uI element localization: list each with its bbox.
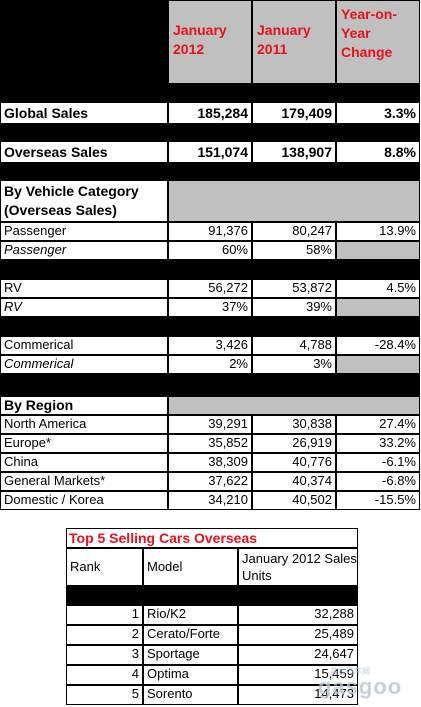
commercial-share-2012: 2% [168, 355, 252, 374]
global-sales-2012: 185,284 [168, 102, 252, 124]
passenger-2011: 80,247 [252, 222, 336, 241]
separator-bar [0, 124, 420, 141]
commercial-share-blank [336, 355, 420, 374]
top5-model-1: Rio/K2 [143, 605, 238, 625]
header-blank-cell [0, 0, 168, 84]
region-china-2012: 38,309 [168, 453, 252, 472]
top5-units-4: 15,459 [238, 665, 358, 685]
region-china-change: -6.1% [336, 453, 420, 472]
region-north-america-change: 27.4% [336, 415, 420, 434]
separator-bar [0, 260, 420, 279]
overseas-sales-label: Overseas Sales [0, 141, 168, 163]
top5-model-3: Sportage [143, 645, 238, 665]
passenger-share-2011: 58% [252, 241, 336, 260]
passenger-change: 13.9% [336, 222, 420, 241]
top5-rank-4: 4 [66, 665, 143, 685]
commercial-share-2011: 3% [252, 355, 336, 374]
top5-rank-5: 5 [66, 685, 143, 705]
header-jan-2012: January 2012 [168, 0, 252, 84]
separator-bar [0, 317, 420, 336]
top5-model-5: Sorento [143, 685, 238, 705]
region-europe-label: Europe* [0, 434, 168, 453]
region-title-shade [168, 396, 420, 415]
passenger-share-2012: 60% [168, 241, 252, 260]
rv-share-2011: 39% [252, 298, 336, 317]
region-europe-change: 33.2% [336, 434, 420, 453]
passenger-label: Passenger [0, 222, 168, 241]
region-general-markets-label: General Markets* [0, 472, 168, 491]
watermark-logo: gasgoo [318, 674, 403, 699]
separator-bar [0, 163, 420, 180]
overseas-sales-2011: 138,907 [252, 141, 336, 163]
separator-bar [0, 374, 420, 396]
rv-label: RV [0, 279, 168, 298]
region-domestic-korea-label: Domestic / Korea [0, 491, 168, 510]
global-sales-label: Global Sales [0, 102, 168, 124]
region-general-markets-2012: 37,622 [168, 472, 252, 491]
overseas-sales-change: 8.8% [336, 141, 420, 163]
top5-units-1: 32,288 [238, 605, 358, 625]
rv-2012: 56,272 [168, 279, 252, 298]
watermark-small-text: 盖世汽车网 [330, 667, 370, 676]
top5-separator-bar [66, 586, 358, 605]
top5-units-header: January 2012 Sales Units [238, 548, 358, 586]
region-north-america-2011: 30,838 [252, 415, 336, 434]
overseas-sales-2012: 151,074 [168, 141, 252, 163]
commercial-share-label: Commerical [0, 355, 168, 374]
top5-rank-3: 3 [66, 645, 143, 665]
separator-bar [0, 84, 420, 102]
region-general-markets-2011: 40,374 [252, 472, 336, 491]
rv-share-label: RV [0, 298, 168, 317]
passenger-share-label: Passenger [0, 241, 168, 260]
top5-rank-2: 2 [66, 625, 143, 645]
region-europe-2011: 26,919 [252, 434, 336, 453]
rv-change: 4.5% [336, 279, 420, 298]
top5-model-header: Model [143, 548, 238, 586]
rv-share-blank [336, 298, 420, 317]
top5-rank-header: Rank [66, 548, 143, 586]
commercial-2011: 4,788 [252, 336, 336, 355]
top5-units-2: 25,489 [238, 625, 358, 645]
region-domestic-korea-change: -15.5% [336, 491, 420, 510]
region-domestic-korea-2011: 40,502 [252, 491, 336, 510]
region-europe-2012: 35,852 [168, 434, 252, 453]
commercial-change: -28.4% [336, 336, 420, 355]
commercial-2012: 3,426 [168, 336, 252, 355]
top5-rank-1: 1 [66, 605, 143, 625]
top5-units-3: 24,647 [238, 645, 358, 665]
region-domestic-korea-2012: 34,210 [168, 491, 252, 510]
rv-share-2012: 37% [168, 298, 252, 317]
region-north-america-label: North America [0, 415, 168, 434]
top5-title: Top 5 Selling Cars Overseas [66, 528, 358, 548]
header-yoy-change: Year-on-Year Change [336, 0, 420, 84]
commercial-label: Commerical [0, 336, 168, 355]
rv-2011: 53,872 [252, 279, 336, 298]
passenger-2012: 91,376 [168, 222, 252, 241]
top5-units-5: 14,473 [238, 685, 358, 705]
region-china-label: China [0, 453, 168, 472]
vehicle-category-shade [168, 180, 420, 222]
region-north-america-2012: 39,291 [168, 415, 252, 434]
top5-model-4: Optima [143, 665, 238, 685]
region-china-2011: 40,776 [252, 453, 336, 472]
header-jan-2011: January 2011 [252, 0, 336, 84]
top5-model-2: Cerato/Forte [143, 625, 238, 645]
region-general-markets-change: -6.8% [336, 472, 420, 491]
global-sales-2011: 179,409 [252, 102, 336, 124]
passenger-share-blank [336, 241, 420, 260]
region-title: By Region [0, 396, 168, 415]
global-sales-change: 3.3% [336, 102, 420, 124]
vehicle-category-title: By Vehicle Category (Overseas Sales) [0, 180, 168, 222]
